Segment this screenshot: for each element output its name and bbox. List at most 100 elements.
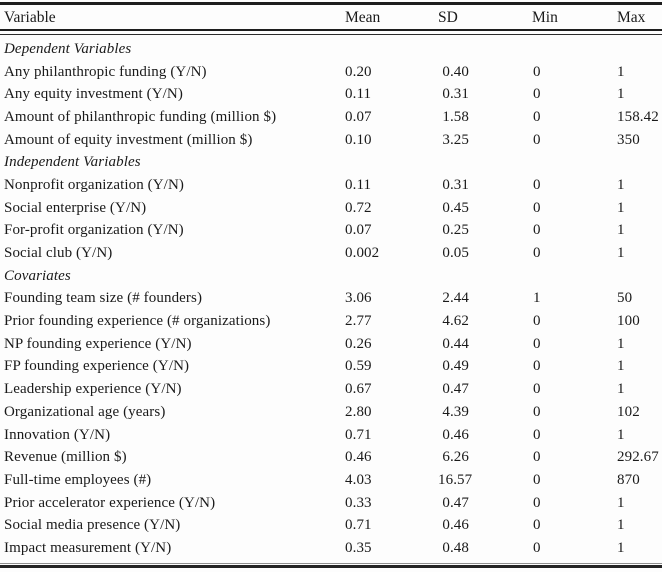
min-value-cell: 0 xyxy=(533,131,541,148)
variable-cell: Full-time employees (#) xyxy=(4,471,152,488)
max-value-cell: 1 xyxy=(617,86,625,103)
max-value-cell: 1 xyxy=(617,517,625,534)
sd-value-cell: 0.31 xyxy=(442,86,469,103)
max-value-cell: 1 xyxy=(617,358,625,375)
min-value-cell: 0 xyxy=(533,222,541,239)
mean-value-cell: 0.26 xyxy=(345,335,372,352)
mean-value-cell: 2.77 xyxy=(345,313,372,330)
sd-value-cell: 0.48 xyxy=(442,539,469,556)
mean-value-cell: 2.80 xyxy=(345,403,372,420)
table-top-rule xyxy=(0,2,662,5)
max-value-cell: 1 xyxy=(617,494,625,511)
max-value-cell: 1 xyxy=(617,426,625,443)
variable-cell: Impact measurement (Y/N) xyxy=(4,539,172,556)
min-value-cell: 0 xyxy=(533,471,541,488)
section-header-row: Independent Variables xyxy=(0,151,662,174)
section-header-row: Dependent Variables xyxy=(0,38,662,61)
min-value-cell: 0 xyxy=(533,313,541,330)
variable-cell: Prior accelerator experience (Y/N) xyxy=(4,494,216,511)
max-value-cell: 870 xyxy=(617,471,640,488)
sd-value-cell: 1.58 xyxy=(442,108,469,125)
min-value-cell: 1 xyxy=(533,290,541,307)
mean-value-cell: 0.11 xyxy=(345,176,372,193)
sd-value-cell: 0.49 xyxy=(442,358,469,375)
max-value-cell: 100 xyxy=(617,313,640,330)
max-value-cell: 1 xyxy=(617,245,625,262)
min-value-cell: 0 xyxy=(533,63,541,80)
header-rule-thin xyxy=(0,33,662,35)
mean-value-cell: 3.06 xyxy=(345,290,372,307)
min-value-cell: 0 xyxy=(533,426,541,443)
variable-cell: Revenue (million $) xyxy=(4,449,127,466)
table-head: Variable Mean SD Min Max xyxy=(0,2,662,38)
variable-cell: Nonprofit organization (Y/N) xyxy=(4,176,184,193)
max-value-cell: 350 xyxy=(617,131,640,148)
table-body: Dependent Variables Any philanthropic fun… xyxy=(0,38,662,560)
sd-value-cell: 0.05 xyxy=(442,245,469,262)
variable-cell: Social enterprise (Y/N) xyxy=(4,199,147,216)
variable-cell: NP founding experience (Y/N) xyxy=(4,335,192,352)
column-header-sd: SD xyxy=(438,9,458,26)
table-row: Nonprofit organization (Y/N) 0.11 0.31 0 1 xyxy=(0,174,662,197)
table-row: NP founding experience (Y/N) 0.26 0.44 0 1 xyxy=(0,333,662,356)
variable-cell: FP founding experience (Y/N) xyxy=(4,358,190,375)
mean-value-cell: 0.11 xyxy=(345,86,372,103)
mean-value-cell: 0.46 xyxy=(345,449,372,466)
table-row: Any equity investment (Y/N) 0.11 0.31 0 1 xyxy=(0,83,662,106)
min-value-cell: 0 xyxy=(533,517,541,534)
variable-cell: Social club (Y/N) xyxy=(4,245,113,262)
variable-cell: Innovation (Y/N) xyxy=(4,426,111,443)
variable-cell: Amount of philanthropic funding (million… xyxy=(4,108,277,125)
max-value-cell: 1 xyxy=(617,63,625,80)
sd-value-cell: 0.44 xyxy=(442,335,469,352)
sd-value-cell: 0.45 xyxy=(442,199,469,216)
sd-value-cell: 0.25 xyxy=(442,222,469,239)
sd-value-cell: 2.44 xyxy=(442,290,469,307)
min-value-cell: 0 xyxy=(533,335,541,352)
sd-value-cell: 0.47 xyxy=(442,381,469,398)
table-row: Innovation (Y/N) 0.71 0.46 0 1 xyxy=(0,424,662,447)
max-value-cell: 1 xyxy=(617,539,625,556)
min-value-cell: 0 xyxy=(533,108,541,125)
column-header-max: Max xyxy=(617,9,646,26)
table-row: FP founding experience (Y/N) 0.59 0.49 0 1 xyxy=(0,356,662,379)
header-rule-thick xyxy=(0,28,662,31)
mean-value-cell: 4.03 xyxy=(345,471,372,488)
table-bottom-rule-thick xyxy=(0,565,662,568)
max-value-cell: 50 xyxy=(617,290,633,307)
mean-value-cell: 0.20 xyxy=(345,63,372,80)
table-row: For-profit organization (Y/N) 0.07 0.25 0 1 xyxy=(0,220,662,243)
section-header-dependent-variables: Dependent Variables xyxy=(4,40,132,57)
mean-value-cell: 0.002 xyxy=(345,245,380,262)
max-value-cell: 102 xyxy=(617,403,640,420)
mean-value-cell: 0.59 xyxy=(345,358,372,375)
column-header-variable: Variable xyxy=(4,9,56,26)
min-value-cell: 0 xyxy=(533,176,541,193)
variable-cell: Any philanthropic funding (Y/N) xyxy=(4,63,207,80)
table-row: Organizational age (years) 2.80 4.39 0 102 xyxy=(0,401,662,424)
header-row: Variable Mean SD Min Max xyxy=(0,2,662,38)
max-value-cell: 1 xyxy=(617,381,625,398)
min-value-cell: 0 xyxy=(533,381,541,398)
table-row: Prior founding experience (# organizatio… xyxy=(0,310,662,333)
table-row: Leadership experience (Y/N) 0.67 0.47 0 1 xyxy=(0,378,662,401)
column-header-mean: Mean xyxy=(345,9,381,26)
section-header-independent-variables: Independent Variables xyxy=(4,154,141,171)
max-value-cell: 158.42 xyxy=(617,108,659,125)
statistics-table: Variable Mean SD Min Max Dependent Variables… xyxy=(0,2,662,560)
mean-value-cell: 0.07 xyxy=(345,108,372,125)
mean-value-cell: 0.35 xyxy=(345,539,372,556)
table-row: Amount of equity investment (million $) 0… xyxy=(0,129,662,152)
table-row: Social enterprise (Y/N) 0.72 0.45 0 1 xyxy=(0,197,662,220)
mean-value-cell: 0.71 xyxy=(345,517,372,534)
min-value-cell: 0 xyxy=(533,449,541,466)
table-row: Prior accelerator experience (Y/N) 0.33 0.… xyxy=(0,492,662,515)
variable-cell: Prior founding experience (# organizatio… xyxy=(4,313,271,330)
mean-value-cell: 0.10 xyxy=(345,131,372,148)
variable-cell: Any equity investment (Y/N) xyxy=(4,86,183,103)
table-row: Founding team size (# founders) 3.06 2.44 1… xyxy=(0,288,662,311)
table-row: Full-time employees (#) 4.03 16.57 0 870 xyxy=(0,469,662,492)
sd-value-cell: 3.25 xyxy=(442,131,469,148)
variable-cell: Amount of equity investment (million $) xyxy=(4,131,253,148)
